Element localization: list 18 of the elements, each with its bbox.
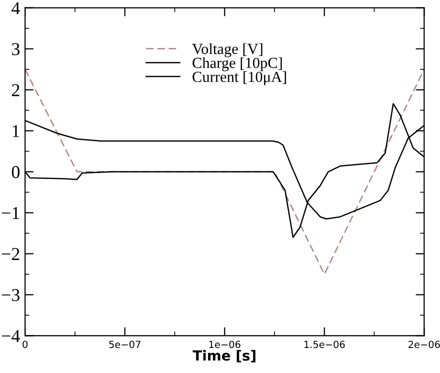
x-tick-label: 5e−07: [109, 340, 140, 348]
x-tick-label: 1e−06: [209, 340, 240, 348]
x-axis-title: Time [s]: [192, 350, 256, 362]
y-tick-label: −3: [2, 289, 20, 302]
x-tick-label: 0: [22, 340, 28, 348]
y-tick-label: −2: [2, 248, 20, 260]
x-tick-label: 1.5e−06: [304, 340, 345, 348]
y-tick-label: 1: [12, 125, 20, 138]
y-tick-label: −1: [2, 207, 20, 220]
y-tick-label: 0: [12, 166, 20, 178]
legend-label: Current [10μA]: [192, 71, 286, 86]
y-tick-label: 3: [12, 43, 20, 56]
x-tick-label: 2e−06: [408, 340, 440, 348]
y-tick-label: 4: [12, 2, 20, 14]
legend-label: Voltage [V]: [192, 43, 262, 58]
y-tick-label: 2: [12, 84, 20, 96]
legend-label: Charge [10pC]: [192, 57, 282, 72]
y-tick-label: −4: [2, 330, 20, 342]
